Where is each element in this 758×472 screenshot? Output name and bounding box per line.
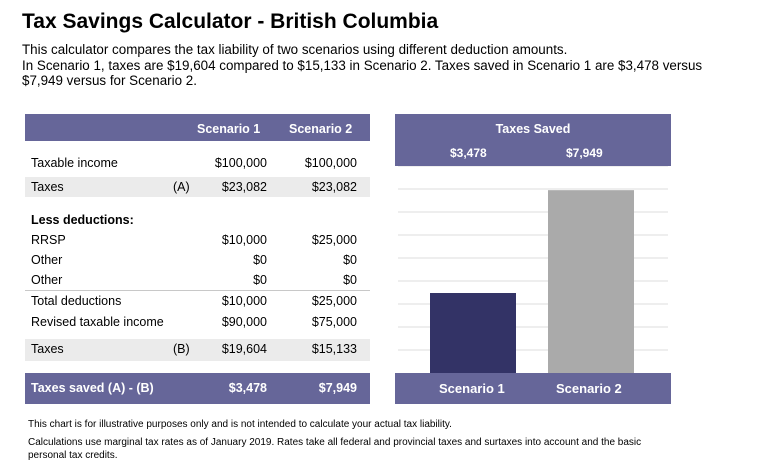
row-value-scenario-2: $75,000 xyxy=(311,315,357,329)
section-label: Less deductions: xyxy=(31,213,134,227)
table-row-taxable-income: Taxable income $100,000 $100,000 xyxy=(25,153,370,173)
category-label-scenario-2: Scenario 2 xyxy=(556,381,622,396)
row-value-scenario-1: $23,082 xyxy=(221,180,267,194)
footnote-methodology: Calculations use marginal tax rates as o… xyxy=(28,436,642,462)
column-header-scenario-1: Scenario 1 xyxy=(197,122,261,136)
chart-header: Taxes Saved $3,478 $7,949 xyxy=(395,114,671,166)
chart-value-label-scenario-2: $7,949 xyxy=(566,146,603,160)
table-row-taxes-b: Taxes (B) $19,604 $15,133 xyxy=(25,339,370,361)
table-footer-taxes-saved: Taxes saved (A) - (B) $3,478 $7,949 xyxy=(25,373,370,404)
row-label: RRSP xyxy=(31,233,66,247)
row-value-scenario-1: $90,000 xyxy=(221,315,267,329)
table-row-other-2: Other $0 $0 xyxy=(25,270,370,290)
row-marker: (A) xyxy=(173,180,190,194)
table-row-revised-taxable-income: Revised taxable income $90,000 $75,000 xyxy=(25,312,370,332)
chart-plot-area xyxy=(398,166,668,373)
page-title: Tax Savings Calculator - British Columbi… xyxy=(22,10,439,33)
chart-category-axis: Scenario 1 Scenario 2 xyxy=(395,373,671,404)
table-row-rrsp: RRSP $10,000 $25,000 xyxy=(25,230,370,250)
table-section-less-deductions: Less deductions: xyxy=(25,210,370,230)
table-row-total-deductions: Total deductions $10,000 $25,000 xyxy=(25,290,370,311)
footer-label: Taxes saved (A) - (B) xyxy=(31,381,154,395)
footnote-disclaimer: This chart is for illustrative purposes … xyxy=(28,419,452,430)
intro-line-2: In Scenario 1, taxes are $19,604 compare… xyxy=(22,57,703,89)
row-value-scenario-2: $100,000 xyxy=(304,156,357,170)
chart-value-label-scenario-1: $3,478 xyxy=(450,146,487,160)
footnotes: This chart is for illustrative purposes … xyxy=(28,418,668,467)
bar-scenario-1 xyxy=(430,293,516,373)
taxes-saved-chart: Taxes Saved $3,478 $7,949 Scenario 1 Sce… xyxy=(395,114,671,404)
row-label: Other xyxy=(31,253,63,267)
row-label: Taxable income xyxy=(31,156,118,170)
row-value-scenario-2: $0 xyxy=(343,273,357,287)
bar-scenario-2 xyxy=(548,190,634,373)
row-marker: (B) xyxy=(173,342,190,356)
row-label: Revised taxable income xyxy=(31,315,164,329)
row-value-scenario-2: $15,133 xyxy=(311,342,357,356)
category-label-scenario-1: Scenario 1 xyxy=(439,381,505,396)
row-label: Taxes xyxy=(31,180,64,194)
column-header-scenario-2: Scenario 2 xyxy=(289,122,353,136)
row-label: Taxes xyxy=(31,342,64,356)
row-value-scenario-2: $25,000 xyxy=(311,233,357,247)
row-value-scenario-1: $100,000 xyxy=(214,156,267,170)
row-label: Total deductions xyxy=(31,294,122,308)
row-value-scenario-1: $10,000 xyxy=(221,294,267,308)
footer-value-scenario-2: $7,949 xyxy=(318,381,357,395)
row-value-scenario-1: $0 xyxy=(253,253,267,267)
table-row-taxes-a: Taxes (A) $23,082 $23,082 xyxy=(25,177,370,197)
row-value-scenario-1: $19,604 xyxy=(221,342,267,356)
row-value-scenario-1: $10,000 xyxy=(221,233,267,247)
row-value-scenario-1: $0 xyxy=(253,273,267,287)
chart-title: Taxes Saved xyxy=(495,122,571,136)
table-row-other-1: Other $0 $0 xyxy=(25,250,370,270)
intro-text: This calculator compares the tax liabili… xyxy=(22,42,742,89)
row-label: Other xyxy=(31,273,63,287)
footer-value-scenario-1: $3,478 xyxy=(228,381,267,395)
row-value-scenario-2: $23,082 xyxy=(311,180,357,194)
intro-line-1: This calculator compares the tax liabili… xyxy=(22,42,568,57)
table-header: Scenario 1 Scenario 2 xyxy=(25,114,370,141)
row-value-scenario-2: $0 xyxy=(343,253,357,267)
row-value-scenario-2: $25,000 xyxy=(311,294,357,308)
